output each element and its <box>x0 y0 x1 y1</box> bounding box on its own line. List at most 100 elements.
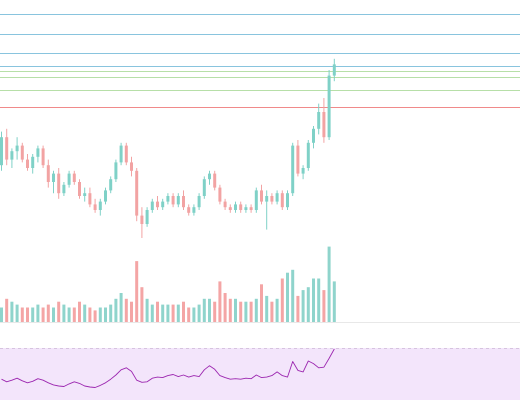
volume-bar <box>296 295 300 322</box>
candle-body-down <box>20 145 24 160</box>
volume-bar <box>119 293 123 322</box>
candle-body-down <box>182 196 185 208</box>
volume-bar <box>72 307 76 322</box>
volume-bar <box>280 278 284 322</box>
candle-body-down <box>130 162 133 171</box>
volume-bar <box>291 269 295 322</box>
volume-bar <box>239 301 243 322</box>
candle-body-down <box>156 201 159 208</box>
volume-bar <box>192 307 196 322</box>
candle-body-down <box>93 204 97 210</box>
candle-body-down <box>239 204 243 210</box>
candle-body-up <box>109 179 113 191</box>
volume-bar <box>254 298 258 322</box>
volume-bar <box>208 298 211 322</box>
volume-bar <box>286 272 289 322</box>
candle-body-up <box>83 193 87 196</box>
candle-body-down <box>218 187 222 202</box>
candle-body-down <box>46 165 50 182</box>
volume-bar <box>223 293 227 322</box>
candle-body-up <box>31 156 35 168</box>
volume-bar <box>36 304 40 322</box>
candle-body-down <box>5 137 9 160</box>
candle-body-down <box>26 159 29 168</box>
volume-bar <box>156 301 159 322</box>
volume-panel <box>0 246 336 322</box>
volume-bar <box>228 298 232 322</box>
candle-body-up <box>202 179 206 196</box>
candle-body-up <box>234 204 237 210</box>
volume-bar <box>46 304 50 322</box>
price-levels <box>0 14 520 108</box>
volume-bar <box>57 301 61 322</box>
candle-body-up <box>254 190 258 210</box>
candle-body-down <box>171 196 175 205</box>
volume-bar <box>322 290 326 322</box>
candle-body-up <box>15 145 19 152</box>
candle-body-up <box>275 193 279 202</box>
candle-body-up <box>150 201 154 210</box>
candle-body-up <box>317 112 321 129</box>
candle-body-up <box>145 210 149 224</box>
volume-bar <box>317 278 321 322</box>
candle-body-up <box>104 190 107 202</box>
candle-body-up <box>36 148 40 157</box>
candle-body-up <box>208 173 211 180</box>
volume-bar <box>249 301 253 322</box>
candle-body-up <box>332 64 336 76</box>
candle-body-down <box>41 148 45 166</box>
candle-body-down <box>140 215 144 224</box>
volume-bar <box>234 298 237 322</box>
volume-bar <box>20 307 24 322</box>
candle-body-up <box>10 151 14 160</box>
candle-body-up <box>114 162 118 180</box>
volume-bar <box>52 307 55 322</box>
rsi-line-group <box>1 348 335 388</box>
candle-body-down <box>78 182 81 196</box>
volume-bar <box>0 307 3 322</box>
volume-bar <box>88 307 92 322</box>
volume-bar <box>67 307 71 322</box>
volume-bar <box>93 310 97 322</box>
candle-body-down <box>124 145 128 163</box>
volume-bar <box>130 301 133 322</box>
volume-bar <box>332 281 336 322</box>
candle-body-up <box>119 145 123 163</box>
candle-body-down <box>135 170 139 216</box>
candle-body-up <box>0 137 3 166</box>
volume-bar <box>260 284 263 322</box>
volume-bar <box>182 301 185 322</box>
candle-body-down <box>228 207 232 210</box>
candle-body-up <box>286 193 289 208</box>
volume-bar <box>140 287 144 322</box>
candle-body-up <box>301 168 305 174</box>
candle-body-down <box>187 207 191 213</box>
volume-bar <box>270 301 274 322</box>
volume-bar <box>41 307 45 322</box>
volume-bar <box>218 281 222 322</box>
candle-body-up <box>166 196 170 202</box>
volume-bar <box>327 246 331 322</box>
rsi-line <box>1 348 335 388</box>
candle-body-up <box>67 173 71 185</box>
candle-body-up <box>265 196 269 202</box>
volume-bar <box>161 304 165 322</box>
volume-bar <box>98 307 102 322</box>
price-panel <box>0 58 336 238</box>
volume-bar <box>166 304 170 322</box>
volume-bar <box>114 298 118 322</box>
candle-body-down <box>213 173 217 188</box>
candle-body-down <box>280 193 284 208</box>
volume-bar <box>124 298 128 322</box>
volume-bar <box>306 287 310 322</box>
candle-body-down <box>57 173 61 194</box>
volume-bar <box>15 304 19 322</box>
volume-bar <box>78 301 81 322</box>
volume-bar <box>202 298 206 322</box>
candle-body-down <box>322 112 326 138</box>
candle-body-down <box>260 190 263 202</box>
candle-body-up <box>244 207 248 210</box>
volume-bar <box>150 304 154 322</box>
